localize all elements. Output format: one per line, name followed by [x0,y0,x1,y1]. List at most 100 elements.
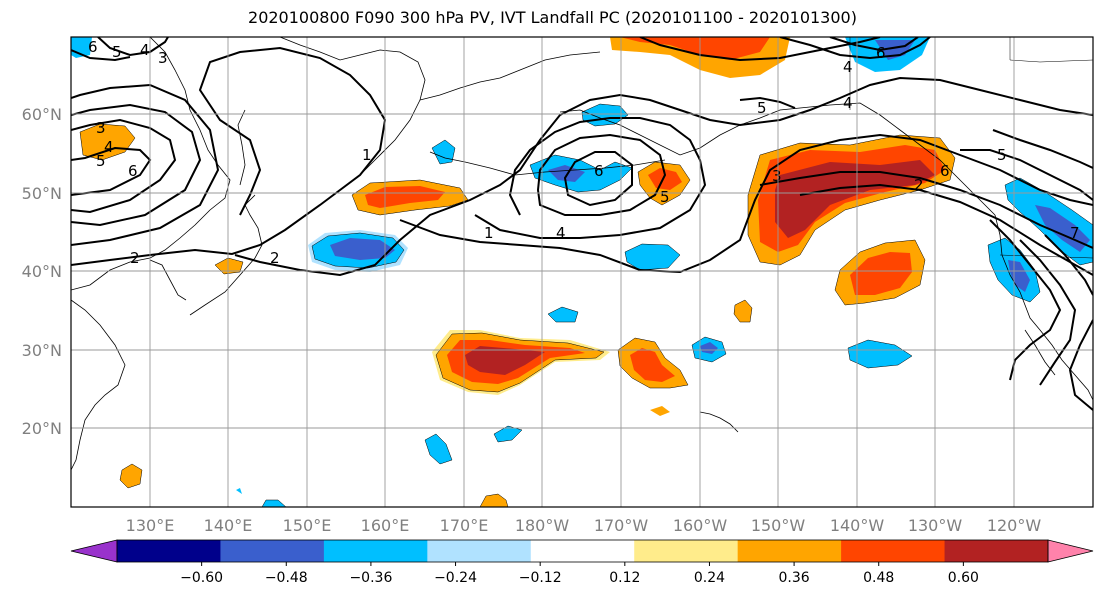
colorbar-tick-label: 0.48 [863,570,894,586]
colorbar-cell [117,540,221,562]
colorbar-extension-right [1047,539,1094,563]
negative-anomaly-region [236,488,242,494]
contour-label: 5 [757,99,767,117]
longitude-label: 150°E [283,516,332,535]
contour-line [1068,319,1093,411]
positive-anomaly-region [850,252,912,295]
positive-anomaly-region [79,123,136,161]
coastline-kamchatka [279,37,426,176]
page-title: 2020100800 F090 300 hPa PV, IVT Landfall… [248,8,857,27]
contour-line [759,171,1093,249]
negative-anomaly-region [424,433,453,465]
longitude-label: 140°W [830,516,885,535]
contour-label: 2 [270,249,280,267]
contour-line [474,117,707,239]
negative-anomaly-region [1008,260,1030,292]
longitude-label: 160°E [361,516,410,535]
colorbar-cell [323,540,428,562]
contour-label: 4 [556,224,566,242]
positive-anomaly-region [620,37,770,60]
contour-line [71,83,220,246]
longitude-label: 170°W [594,516,649,535]
gridline-layer [71,37,1093,507]
contour-label: 4 [104,138,114,156]
contour-label: 6 [128,162,138,180]
negative-anomaly-region [261,499,287,507]
longitude-labels: 130°E 140°E 150°E 160°E 170°E 180°W 170°… [126,516,1042,535]
positive-anomaly-region [650,406,670,416]
colorbar-tick-label: 0.12 [609,570,640,586]
contour-line [563,151,633,207]
contour-label-layer: 6 5 4 3 3 4 5 6 2 1 2 1 4 6 5 5 4 3 2 6 … [88,38,1080,267]
longitude-label: 130°W [908,516,963,535]
coastline-alaska [559,102,996,216]
negative-anomaly-region [624,243,681,271]
latitude-label: 20°N [22,419,62,438]
colorbar-cells [70,539,1094,563]
colorbar-tick-labels: −0.60 −0.48 −0.36 −0.24 −0.12 0.12 0.24 0.36 0.4… [180,562,979,586]
longitude-label: 130°E [126,516,175,535]
contour-line [71,118,177,214]
coastline-asia [71,37,231,291]
coastline-sakhalin [237,109,246,186]
contour-label: 6 [940,162,950,180]
colorbar-cell [634,540,739,562]
colorbar-cell [220,540,325,562]
coastline-china [71,299,126,471]
contour-line [1019,239,1077,386]
contour-label: 4 [140,41,150,59]
contour-line [639,37,881,62]
contour-line [960,149,1093,201]
negative-anomaly-region [431,139,456,165]
coastline-korea [149,259,187,301]
positive-anomaly-region [775,160,935,238]
colorbar-tick-label: 0.36 [779,570,810,586]
contour-layer [71,37,1093,411]
coastline-japan [189,194,263,316]
latitude-labels: 60°N 50°N 40°N 30°N 20°N [22,105,62,438]
contour-line [234,76,1093,277]
latitude-label: 30°N [22,341,62,360]
anomaly-fill-layer [71,37,1093,507]
contour-label: 4 [843,94,853,112]
map-frame [70,36,1094,508]
positive-anomaly-region [648,168,682,190]
negative-anomaly-region [493,425,523,443]
colorbar-extension-left [70,539,118,563]
colorbar-tick-label: −0.12 [519,570,562,586]
longitude-label: 170°E [440,516,489,535]
contour-label: 5 [660,188,670,206]
contour-line [536,133,667,216]
colorbar-cell [427,540,532,562]
colorbar-tick-label: 0.60 [948,570,979,586]
negative-anomaly-region [330,238,395,260]
colorbar-tick-label: 0.24 [694,570,725,586]
contour-label: 6 [876,44,886,62]
coastline-kamchatka-east [419,51,601,101]
aleutian-islands [429,151,666,176]
contour-label: 3 [96,119,106,137]
positive-anomaly-region [733,299,753,323]
longitude-label: 120°W [987,516,1042,535]
contour-line [799,183,1093,276]
colorbar-cell [944,540,1049,562]
contour-line [829,37,919,52]
contour-label: 3 [158,49,168,67]
contour-line [779,37,931,60]
latitude-label: 60°N [22,105,62,124]
contour-label: 6 [594,162,604,180]
contour-label: 5 [997,146,1007,164]
contour-label: 1 [362,146,372,164]
contour-line [71,46,387,266]
negative-anomaly-region [700,342,718,354]
contour-label: 5 [112,43,122,61]
latitude-label: 40°N [22,262,62,281]
longitude-label: 160°W [673,516,728,535]
contour-label: 2 [130,249,140,267]
contour-line [1044,234,1093,296]
colorbar-tick-label: −0.60 [180,570,223,586]
contour-line [71,103,202,227]
negative-anomaly-region [548,165,585,182]
coastline-layer [71,37,1093,471]
